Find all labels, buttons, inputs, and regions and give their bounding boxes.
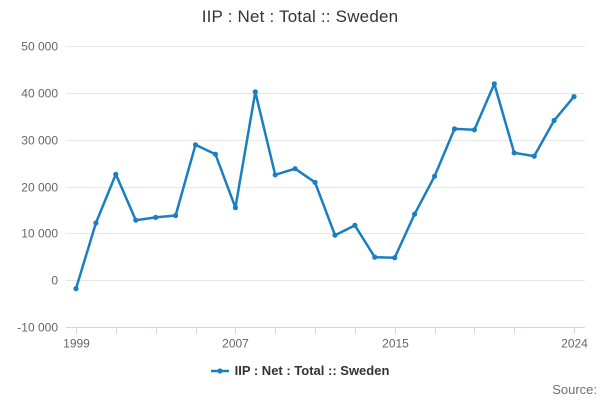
series-line[interactable] [74, 82, 576, 290]
data-point[interactable] [192, 142, 199, 148]
data-point[interactable] [252, 89, 258, 95]
legend-item-sweden[interactable]: IIP : Net : Total :: Sweden [210, 363, 390, 378]
data-point[interactable] [352, 222, 358, 228]
data-point[interactable] [571, 94, 577, 100]
legend-marker-icon [210, 367, 229, 374]
data-point[interactable] [153, 214, 159, 220]
data-point[interactable] [451, 126, 458, 132]
legend-item-label: IIP : Net : Total :: Sweden [234, 363, 390, 378]
y-axis-tick-label: 50 000 [21, 40, 58, 54]
legend: IIP : Net : Total :: Sweden [0, 363, 600, 378]
data-point[interactable] [432, 173, 438, 179]
x-axis-tick-label: 1999 [63, 337, 90, 351]
data-point[interactable] [93, 220, 99, 226]
data-point[interactable] [272, 172, 278, 178]
y-axis-tick-label: 40 000 [21, 87, 58, 101]
x-axis-tick-label: 2007 [222, 337, 249, 351]
y-axis-tick-label: -10 000 [17, 321, 58, 335]
data-point[interactable] [173, 212, 179, 219]
data-point[interactable] [312, 179, 318, 185]
data-point[interactable] [392, 255, 398, 261]
data-point[interactable] [412, 211, 418, 217]
data-point[interactable] [332, 232, 338, 238]
y-axis-tick-label: 0 [51, 274, 58, 288]
source-note: Source: [552, 382, 597, 397]
data-point[interactable] [73, 286, 79, 292]
data-point[interactable] [511, 150, 517, 156]
data-point[interactable] [232, 205, 238, 211]
data-point[interactable] [551, 117, 557, 124]
y-axis-tick-label: 30 000 [21, 134, 58, 148]
data-point[interactable] [491, 81, 497, 87]
data-point[interactable] [292, 166, 298, 172]
data-point[interactable] [113, 171, 119, 177]
y-axis-tick-label: 10 000 [21, 227, 58, 241]
data-point[interactable] [531, 153, 537, 159]
x-axis-tick-label: 2024 [561, 337, 588, 351]
data-point[interactable] [372, 254, 378, 260]
chart-title: IIP : Net : Total :: Sweden [201, 7, 399, 26]
data-point[interactable] [212, 151, 218, 157]
data-point[interactable] [133, 217, 139, 223]
y-axis-tick-label: 20 000 [21, 181, 58, 195]
x-axis-tick-label: 2015 [382, 337, 409, 351]
data-point[interactable] [471, 127, 477, 133]
